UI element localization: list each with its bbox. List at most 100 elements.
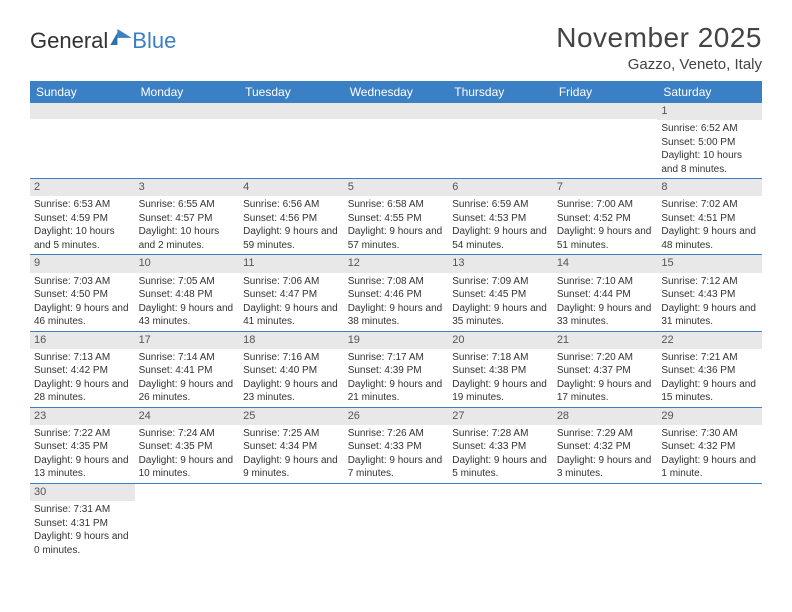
daylight-line: Daylight: 10 hours and 2 minutes. [139, 225, 236, 252]
day-details: Sunrise: 7:25 AMSunset: 4:34 PMDaylight:… [239, 425, 344, 483]
calendar-cell [344, 483, 449, 559]
day-details: Sunrise: 6:59 AMSunset: 4:53 PMDaylight:… [448, 196, 553, 254]
day-details: Sunrise: 7:20 AMSunset: 4:37 PMDaylight:… [553, 349, 658, 407]
daylight-line: Daylight: 9 hours and 35 minutes. [452, 302, 549, 329]
sunrise-line: Sunrise: 7:08 AM [348, 275, 445, 289]
day-details: Sunrise: 7:02 AMSunset: 4:51 PMDaylight:… [657, 196, 762, 254]
calendar-cell [135, 483, 240, 559]
day-number: 5 [344, 179, 449, 196]
daylight-line: Daylight: 9 hours and 7 minutes. [348, 454, 445, 481]
daylight-line: Daylight: 9 hours and 3 minutes. [557, 454, 654, 481]
day-details: Sunrise: 6:52 AMSunset: 5:00 PMDaylight:… [657, 120, 762, 178]
sunrise-line: Sunrise: 7:16 AM [243, 351, 340, 365]
calendar-cell [30, 103, 135, 179]
sunset-line: Sunset: 4:42 PM [34, 364, 131, 378]
day-details: Sunrise: 7:08 AMSunset: 4:46 PMDaylight:… [344, 273, 449, 331]
daylight-line: Daylight: 9 hours and 17 minutes. [557, 378, 654, 405]
day-number: 18 [239, 332, 344, 349]
day-number: 19 [344, 332, 449, 349]
logo-text-blue: Blue [132, 28, 176, 54]
day-details: Sunrise: 6:56 AMSunset: 4:56 PMDaylight:… [239, 196, 344, 254]
calendar-cell: 25Sunrise: 7:25 AMSunset: 4:34 PMDayligh… [239, 407, 344, 483]
sunset-line: Sunset: 4:37 PM [557, 364, 654, 378]
daylight-line: Daylight: 9 hours and 21 minutes. [348, 378, 445, 405]
sunrise-line: Sunrise: 7:21 AM [661, 351, 758, 365]
empty-day-bar [239, 103, 344, 119]
sunrise-line: Sunrise: 7:30 AM [661, 427, 758, 441]
calendar-cell: 15Sunrise: 7:12 AMSunset: 4:43 PMDayligh… [657, 255, 762, 331]
col-thursday: Thursday [448, 81, 553, 103]
col-monday: Monday [135, 81, 240, 103]
day-details: Sunrise: 7:29 AMSunset: 4:32 PMDaylight:… [553, 425, 658, 483]
calendar-cell: 5Sunrise: 6:58 AMSunset: 4:55 PMDaylight… [344, 179, 449, 255]
calendar-cell: 9Sunrise: 7:03 AMSunset: 4:50 PMDaylight… [30, 255, 135, 331]
calendar-week-row: 23Sunrise: 7:22 AMSunset: 4:35 PMDayligh… [30, 407, 762, 483]
sunrise-line: Sunrise: 7:09 AM [452, 275, 549, 289]
day-details: Sunrise: 7:17 AMSunset: 4:39 PMDaylight:… [344, 349, 449, 407]
daylight-line: Daylight: 9 hours and 51 minutes. [557, 225, 654, 252]
day-number: 30 [30, 484, 135, 501]
daylight-line: Daylight: 9 hours and 0 minutes. [34, 530, 131, 557]
sunset-line: Sunset: 4:33 PM [452, 440, 549, 454]
sunrise-line: Sunrise: 7:06 AM [243, 275, 340, 289]
sunset-line: Sunset: 4:51 PM [661, 212, 758, 226]
day-number: 9 [30, 255, 135, 272]
day-details: Sunrise: 7:26 AMSunset: 4:33 PMDaylight:… [344, 425, 449, 483]
day-number: 6 [448, 179, 553, 196]
calendar-week-row: 1Sunrise: 6:52 AMSunset: 5:00 PMDaylight… [30, 103, 762, 179]
sunrise-line: Sunrise: 7:18 AM [452, 351, 549, 365]
sunrise-line: Sunrise: 7:14 AM [139, 351, 236, 365]
daylight-line: Daylight: 9 hours and 48 minutes. [661, 225, 758, 252]
calendar-cell: 18Sunrise: 7:16 AMSunset: 4:40 PMDayligh… [239, 331, 344, 407]
daylight-line: Daylight: 9 hours and 41 minutes. [243, 302, 340, 329]
sunset-line: Sunset: 5:00 PM [661, 136, 758, 150]
calendar-cell: 4Sunrise: 6:56 AMSunset: 4:56 PMDaylight… [239, 179, 344, 255]
sunrise-line: Sunrise: 7:25 AM [243, 427, 340, 441]
sunrise-line: Sunrise: 7:12 AM [661, 275, 758, 289]
calendar-cell: 22Sunrise: 7:21 AMSunset: 4:36 PMDayligh… [657, 331, 762, 407]
sunset-line: Sunset: 4:36 PM [661, 364, 758, 378]
day-number: 15 [657, 255, 762, 272]
day-number: 14 [553, 255, 658, 272]
flag-icon [110, 29, 132, 45]
sunrise-line: Sunrise: 7:26 AM [348, 427, 445, 441]
daylight-line: Daylight: 9 hours and 15 minutes. [661, 378, 758, 405]
calendar-cell: 24Sunrise: 7:24 AMSunset: 4:35 PMDayligh… [135, 407, 240, 483]
day-number: 8 [657, 179, 762, 196]
col-sunday: Sunday [30, 81, 135, 103]
day-details: Sunrise: 7:21 AMSunset: 4:36 PMDaylight:… [657, 349, 762, 407]
sunset-line: Sunset: 4:55 PM [348, 212, 445, 226]
day-number: 10 [135, 255, 240, 272]
sunset-line: Sunset: 4:50 PM [34, 288, 131, 302]
sunrise-line: Sunrise: 6:52 AM [661, 122, 758, 136]
sunrise-line: Sunrise: 6:56 AM [243, 198, 340, 212]
sunrise-line: Sunrise: 7:20 AM [557, 351, 654, 365]
calendar-week-row: 2Sunrise: 6:53 AMSunset: 4:59 PMDaylight… [30, 179, 762, 255]
sunset-line: Sunset: 4:38 PM [452, 364, 549, 378]
day-number: 23 [30, 408, 135, 425]
day-number: 20 [448, 332, 553, 349]
daylight-line: Daylight: 9 hours and 59 minutes. [243, 225, 340, 252]
logo-text-general: General [30, 28, 108, 54]
day-number: 24 [135, 408, 240, 425]
day-details: Sunrise: 7:06 AMSunset: 4:47 PMDaylight:… [239, 273, 344, 331]
calendar-cell: 26Sunrise: 7:26 AMSunset: 4:33 PMDayligh… [344, 407, 449, 483]
sunset-line: Sunset: 4:59 PM [34, 212, 131, 226]
day-details: Sunrise: 7:31 AMSunset: 4:31 PMDaylight:… [30, 501, 135, 559]
daylight-line: Daylight: 9 hours and 9 minutes. [243, 454, 340, 481]
sunrise-line: Sunrise: 7:00 AM [557, 198, 654, 212]
day-details: Sunrise: 7:16 AMSunset: 4:40 PMDaylight:… [239, 349, 344, 407]
sunset-line: Sunset: 4:52 PM [557, 212, 654, 226]
calendar-table: Sunday Monday Tuesday Wednesday Thursday… [30, 81, 762, 559]
day-details: Sunrise: 6:58 AMSunset: 4:55 PMDaylight:… [344, 196, 449, 254]
sunrise-line: Sunrise: 7:03 AM [34, 275, 131, 289]
calendar-cell: 1Sunrise: 6:52 AMSunset: 5:00 PMDaylight… [657, 103, 762, 179]
day-number: 2 [30, 179, 135, 196]
day-number: 11 [239, 255, 344, 272]
sunset-line: Sunset: 4:33 PM [348, 440, 445, 454]
daylight-line: Daylight: 9 hours and 28 minutes. [34, 378, 131, 405]
day-number: 16 [30, 332, 135, 349]
sunset-line: Sunset: 4:34 PM [243, 440, 340, 454]
daylight-line: Daylight: 9 hours and 57 minutes. [348, 225, 445, 252]
sunset-line: Sunset: 4:48 PM [139, 288, 236, 302]
